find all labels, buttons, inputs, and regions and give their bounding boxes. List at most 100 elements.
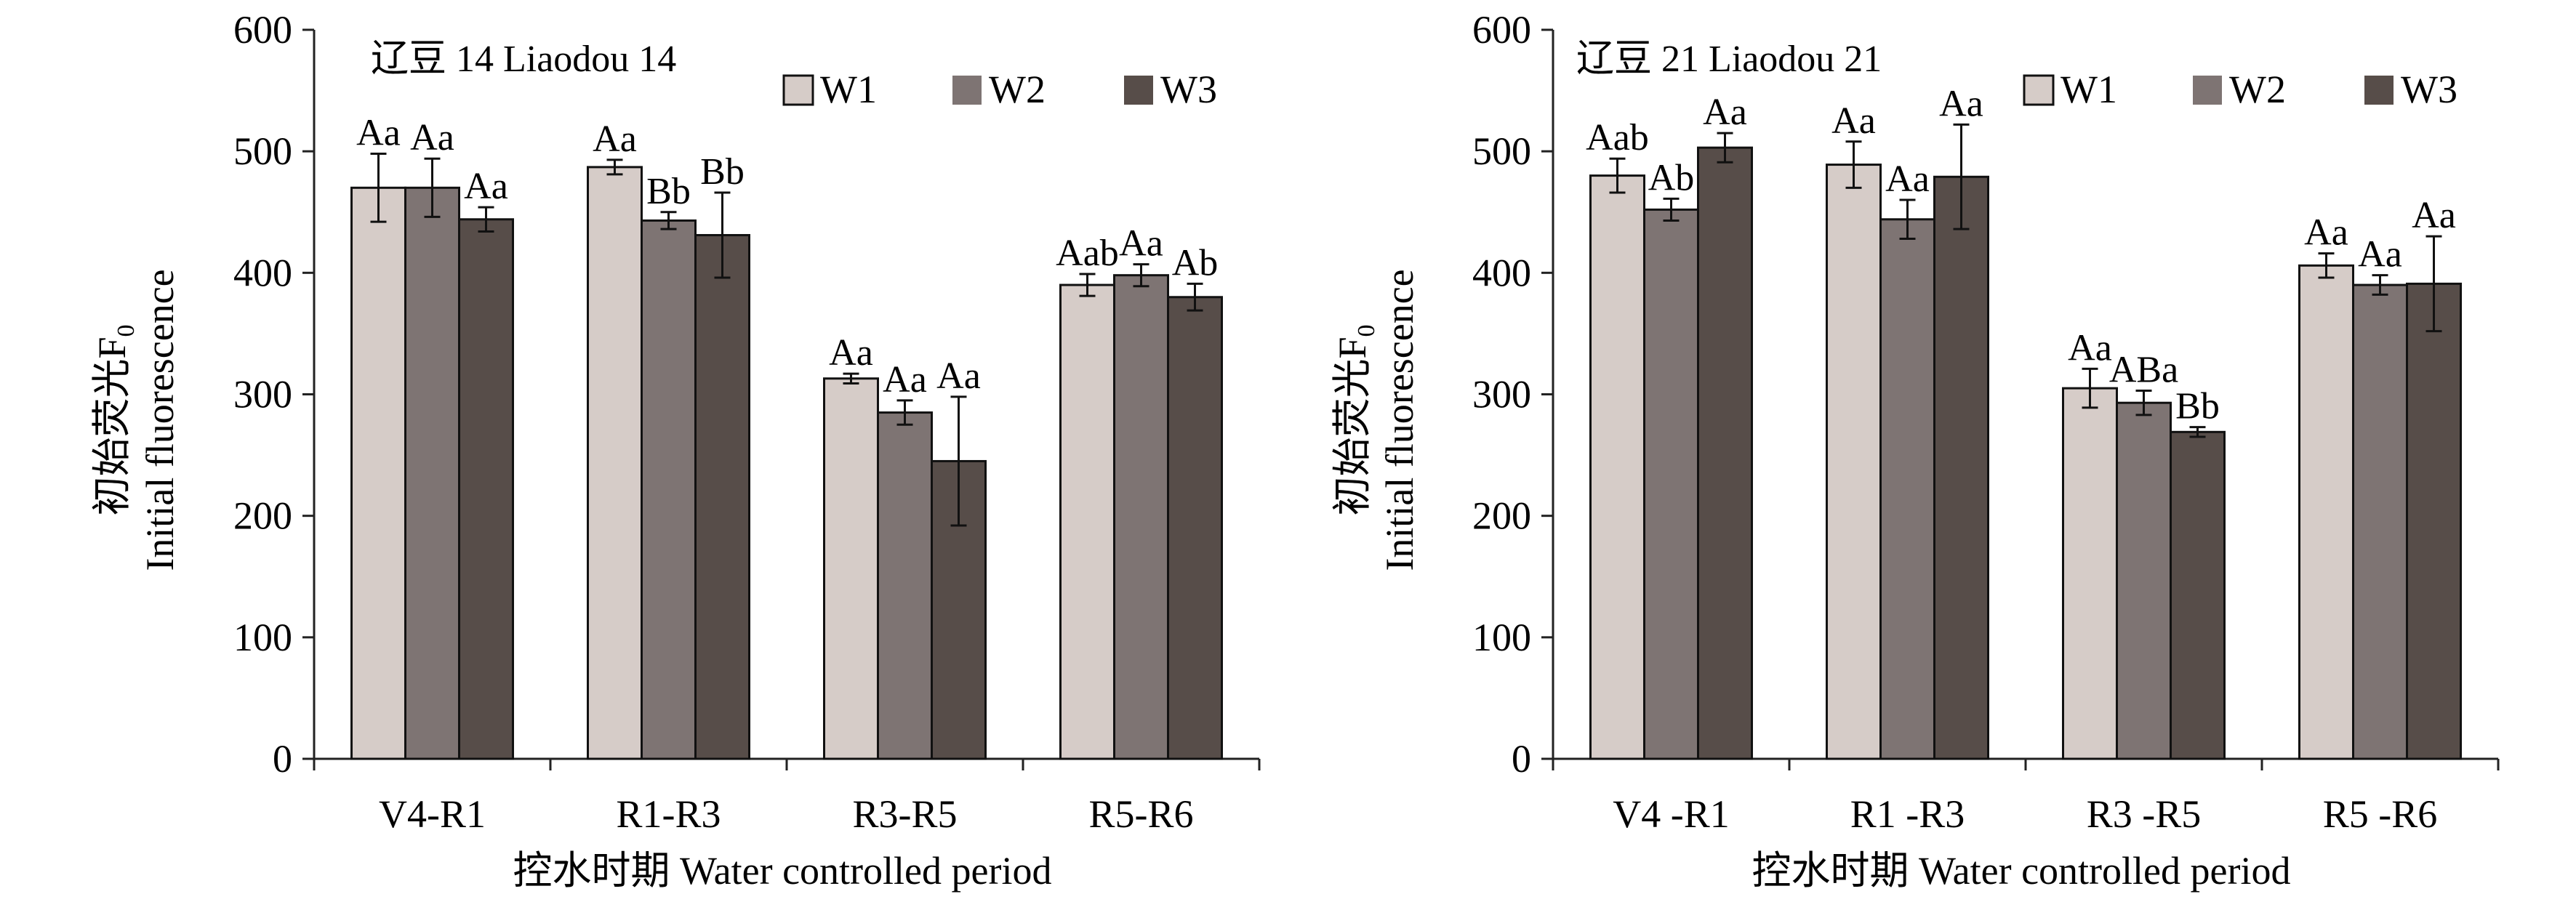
bar-w3 bbox=[2170, 430, 2226, 760]
significance-label: Aab bbox=[1586, 117, 1649, 158]
y-axis-label: 初始荧光F0 Initial fluorescence bbox=[1331, 269, 1421, 571]
bar-w2 bbox=[641, 219, 697, 760]
significance-label: Aa bbox=[410, 117, 454, 158]
significance-label: Aa bbox=[829, 332, 873, 374]
y-tick-label: 0 bbox=[1512, 737, 1531, 781]
legend-swatch-w3 bbox=[1124, 76, 1153, 105]
bar-w1 bbox=[1826, 164, 1882, 760]
legend-swatch-w1 bbox=[782, 74, 814, 106]
y-axis-label-en: Initial fluorescence bbox=[1378, 269, 1421, 571]
significance-label: Bb bbox=[2175, 386, 2220, 427]
bar-w3 bbox=[694, 234, 750, 760]
legend-label-w2: W2 bbox=[2229, 68, 2286, 111]
significance-label: Ab bbox=[1648, 157, 1695, 198]
bar-w3 bbox=[2406, 282, 2462, 760]
significance-label: Aa bbox=[883, 359, 927, 400]
significance-label: Bb bbox=[646, 171, 691, 212]
legend-swatch-w2 bbox=[2193, 76, 2222, 105]
significance-label: Aa bbox=[1831, 100, 1876, 142]
y-axis-label-en: Initial fluorescence bbox=[138, 269, 182, 571]
significance-label: Aa bbox=[464, 166, 508, 207]
chart-title: 辽豆 14 Liaodou 14 bbox=[371, 39, 676, 80]
y-tick-label: 300 bbox=[1472, 373, 1531, 416]
legend-swatch-w2 bbox=[952, 76, 982, 105]
x-tick-label: R1 -R3 bbox=[1850, 792, 1965, 836]
x-tick-label: R5 -R6 bbox=[2323, 792, 2438, 836]
y-tick-label: 500 bbox=[1472, 129, 1531, 173]
bar-w2 bbox=[1643, 208, 1699, 760]
significance-label: Aa bbox=[936, 355, 981, 397]
y-tick-label: 600 bbox=[1472, 8, 1531, 52]
legend: W1 W2 W3 bbox=[2023, 68, 2457, 111]
legend-label-w3: W3 bbox=[2401, 68, 2457, 111]
bar-w2 bbox=[2116, 401, 2172, 760]
bar-w1 bbox=[587, 166, 643, 760]
legend-item-w1: W1 bbox=[2023, 68, 2117, 111]
bar-w1 bbox=[2062, 387, 2118, 760]
y-tick-label: 300 bbox=[233, 373, 292, 416]
significance-label: Aa bbox=[1703, 92, 1747, 133]
bar-w1 bbox=[1059, 283, 1115, 760]
x-tick-label: V4-R1 bbox=[379, 792, 486, 836]
chart-panel-liaodou-21: 辽豆 21 Liaodou 21 初始荧光F0 Initial fluoresc… bbox=[1331, 8, 2500, 893]
bar-w2 bbox=[2352, 283, 2408, 760]
significance-label: ABa bbox=[2109, 349, 2178, 390]
bar-w1 bbox=[350, 186, 406, 760]
legend-item-w1: W1 bbox=[782, 68, 877, 111]
bar-w1 bbox=[823, 377, 879, 760]
significance-label: Bb bbox=[700, 151, 745, 193]
bar-w3 bbox=[1167, 296, 1223, 760]
significance-label: Aa bbox=[2412, 195, 2456, 236]
significance-label: Aab bbox=[1056, 233, 1119, 274]
legend-label-w1: W1 bbox=[2061, 68, 2117, 111]
y-tick-label: 200 bbox=[1472, 494, 1531, 538]
legend-swatch-w1 bbox=[2023, 74, 2055, 106]
significance-label: Aa bbox=[1939, 83, 1983, 124]
y-tick-label: 400 bbox=[1472, 251, 1531, 294]
legend-label-w2: W2 bbox=[989, 68, 1046, 111]
bar-w1 bbox=[2298, 264, 2354, 760]
y-tick-label: 500 bbox=[233, 129, 292, 173]
significance-label: Aa bbox=[356, 113, 401, 154]
x-tick-label: R3-R5 bbox=[852, 792, 957, 836]
x-tick-label: R3 -R5 bbox=[2087, 792, 2202, 836]
significance-label: Aa bbox=[1885, 158, 1930, 200]
significance-label: Aa bbox=[2304, 212, 2348, 254]
bar-w2 bbox=[1113, 274, 1169, 760]
legend-item-w2: W2 bbox=[2193, 68, 2286, 111]
significance-label: Aa bbox=[593, 118, 637, 160]
legend-label-w1: W1 bbox=[820, 68, 877, 111]
y-tick-label: 100 bbox=[233, 616, 292, 659]
y-axis-label: 初始荧光F0 Initial fluorescence bbox=[90, 269, 182, 571]
significance-label: Aa bbox=[2068, 327, 2112, 369]
chart-title: 辽豆 21 Liaodou 21 bbox=[1576, 39, 1882, 80]
legend-item-w2: W2 bbox=[952, 68, 1046, 111]
x-tick-label: V4 -R1 bbox=[1613, 792, 1730, 836]
legend-swatch-w3 bbox=[2364, 76, 2394, 105]
bar-w3 bbox=[1697, 146, 1753, 760]
legend: W1 W2 W3 bbox=[782, 68, 1217, 111]
bar-w3 bbox=[458, 218, 514, 760]
y-axis-label-cn: 初始荧光F0 bbox=[90, 324, 140, 515]
y-tick-label: 0 bbox=[273, 737, 292, 781]
significance-label: Aa bbox=[2358, 234, 2402, 275]
x-tick-label: R5-R6 bbox=[1088, 792, 1193, 836]
chart-panel-liaodou-14: 辽豆 14 Liaodou 14 初始荧光F0 Initial fluoresc… bbox=[90, 8, 1261, 893]
x-axis-label: 控水时期 Water controlled period bbox=[513, 849, 1052, 893]
bar-w2 bbox=[404, 186, 460, 760]
significance-label: Aa bbox=[1119, 223, 1163, 265]
y-tick-label: 400 bbox=[233, 251, 292, 294]
bar-w3 bbox=[1933, 175, 1989, 760]
x-tick-label: R1-R3 bbox=[616, 792, 721, 836]
y-tick-label: 600 bbox=[233, 8, 292, 52]
bar-w2 bbox=[1879, 218, 1935, 760]
bar-w1 bbox=[1589, 174, 1645, 760]
y-axis-label-cn: 初始荧光F0 bbox=[1331, 324, 1380, 515]
bar-w2 bbox=[877, 411, 933, 760]
significance-label: Ab bbox=[1172, 242, 1219, 283]
legend-label-w3: W3 bbox=[1160, 68, 1217, 111]
y-tick-label: 100 bbox=[1472, 616, 1531, 659]
